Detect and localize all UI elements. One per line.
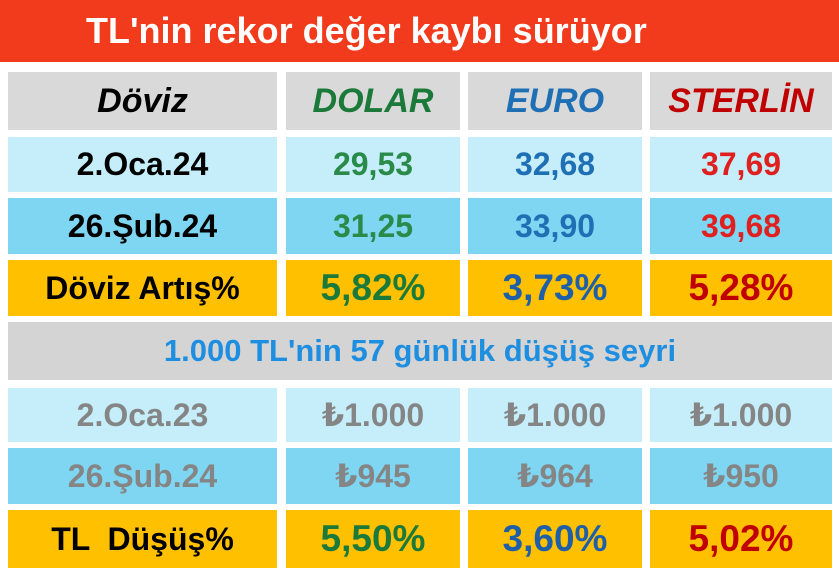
table-cell: ₺964 xyxy=(468,448,642,504)
row-label: TL Düşüş% xyxy=(8,510,277,568)
table-cell: 5,02% xyxy=(650,510,832,568)
table-cell: EURO xyxy=(468,72,642,130)
table-cell: DOLAR xyxy=(286,72,460,130)
table-cell: ₺945 xyxy=(286,448,460,504)
table-cell: ₺1.000 xyxy=(650,388,832,442)
table-cell: 33,90 xyxy=(468,198,642,254)
row-label: 2.Oca.24 xyxy=(8,137,277,192)
row-label: Döviz xyxy=(8,72,277,130)
row-label: 26.Şub.24 xyxy=(8,198,277,254)
table-cell: 32,68 xyxy=(468,137,642,192)
table-cell: 39,68 xyxy=(650,198,832,254)
title: TL'nin rekor değer kaybı sürüyor xyxy=(0,0,839,62)
table-cell: ₺1.000 xyxy=(286,388,460,442)
table-cell: 29,53 xyxy=(286,137,460,192)
row-label: 2.Oca.23 xyxy=(8,388,277,442)
table-cell: 37,69 xyxy=(650,137,832,192)
table-cell: 5,28% xyxy=(650,260,832,316)
table-cell: 5,82% xyxy=(286,260,460,316)
table-cell: 31,25 xyxy=(286,198,460,254)
row-label: 26.Şub.24 xyxy=(8,448,277,504)
table-cell: 5,50% xyxy=(286,510,460,568)
table-cell: ₺950 xyxy=(650,448,832,504)
table-cell: ₺1.000 xyxy=(468,388,642,442)
row-label: Döviz Artış% xyxy=(8,260,277,316)
table-cell: 3,73% xyxy=(468,260,642,316)
subtitle: 1.000 TL'nin 57 günlük düşüş seyri xyxy=(8,322,832,380)
table-cell: STERLİN xyxy=(650,72,832,130)
table-cell: 3,60% xyxy=(468,510,642,568)
